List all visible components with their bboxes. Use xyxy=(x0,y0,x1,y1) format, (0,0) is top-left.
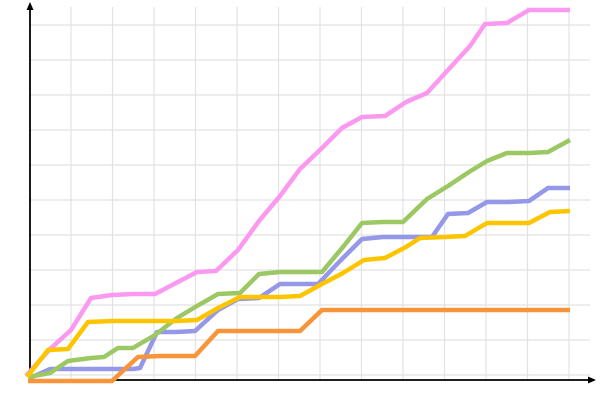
x-axis-arrowhead xyxy=(588,376,596,384)
axes xyxy=(26,2,596,384)
series-pink-line xyxy=(24,7,570,378)
series-yellow-line xyxy=(25,208,571,379)
y-axis-arrowhead xyxy=(26,2,34,10)
series-green-line xyxy=(27,138,572,380)
series-blue-line xyxy=(29,185,570,381)
series-orange-line xyxy=(28,307,570,384)
data-series xyxy=(24,7,572,384)
